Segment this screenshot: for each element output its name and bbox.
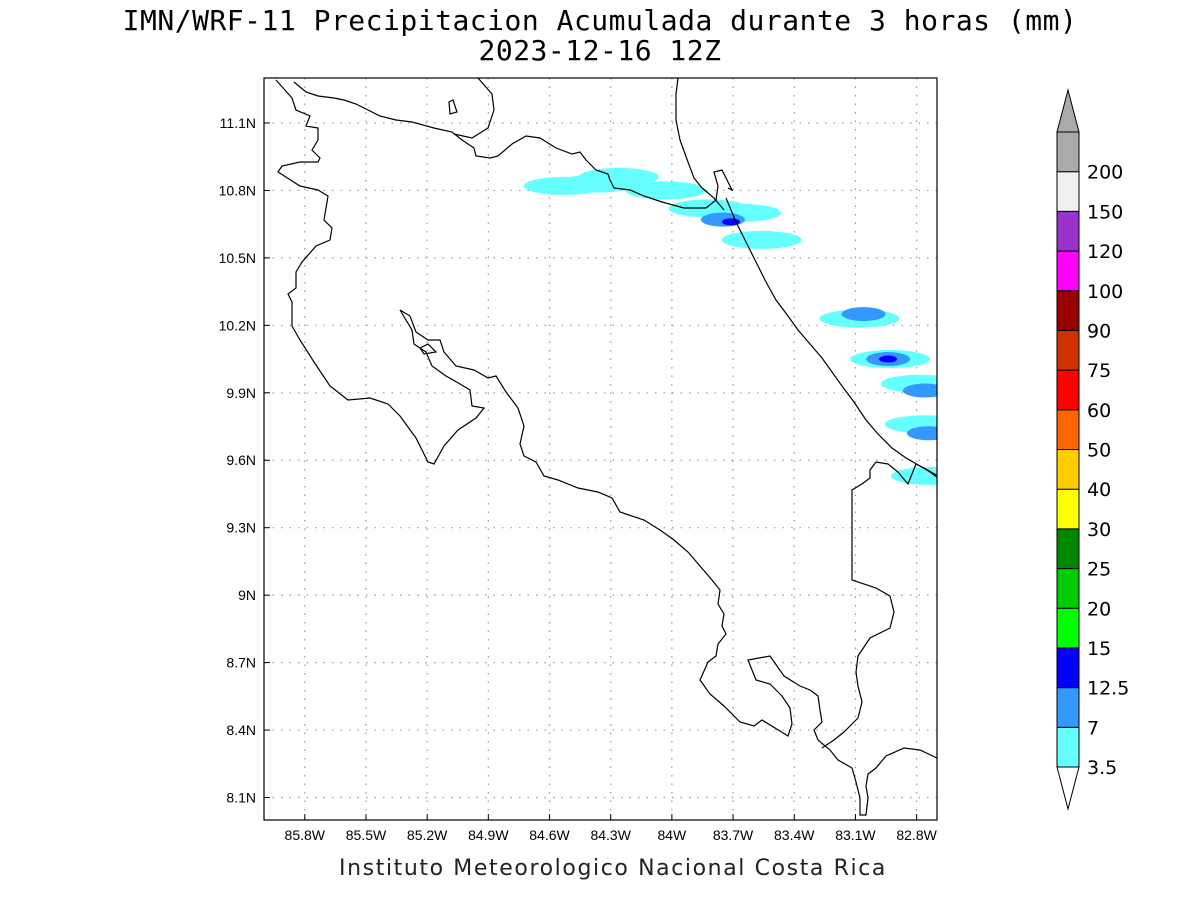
colorbar-label: 120 [1087, 241, 1123, 263]
lat-tick-label: 9N [238, 587, 256, 603]
lon-tick-label: 84.9W [468, 827, 509, 843]
caribbean-coast [725, 197, 937, 478]
colorbar-label: 40 [1087, 479, 1111, 501]
lat-tick-label: 11.1N [220, 115, 256, 131]
colorbar-swatch [1056, 409, 1080, 450]
precip-cell-3_5 [523, 176, 604, 195]
colorbar-label: 7 [1087, 717, 1099, 739]
colorbar-swatch [1056, 131, 1080, 173]
colorbar-label: 3.5 [1087, 757, 1117, 779]
lon-tick-label: 85.5W [346, 827, 387, 843]
coastline-caribbean [821, 461, 937, 749]
precip-cell-7 [902, 383, 937, 398]
lon-tick-label: 84W [657, 827, 687, 843]
footer-credit: Instituto Meteorologico Nacional Costa R… [339, 856, 887, 881]
coastline-north [275, 79, 937, 816]
lat-tick-label: 8.7N [226, 655, 256, 671]
precip-cell-7 [906, 426, 937, 441]
colorbar-swatch [1056, 171, 1080, 212]
colorbar-label: 12.5 [1087, 678, 1129, 700]
colorbar-swatch [1056, 369, 1080, 411]
colorbar-swatch [1056, 528, 1080, 570]
lat-tick-label: 8.1N [226, 790, 256, 806]
colorbar-over-arrow [1056, 88, 1080, 133]
precip-cell-12_5 [879, 355, 898, 363]
lat-tick-label: 10.8N [219, 182, 256, 198]
precip-cell-3_5 [625, 181, 706, 200]
lon-tick-label: 83.4W [774, 827, 815, 843]
colorbar-label: 30 [1087, 519, 1111, 541]
colorbar-label: 25 [1087, 559, 1111, 581]
lat-tick-label: 8.4N [226, 722, 256, 738]
lat-tick-label: 10.5N [219, 250, 256, 266]
lake-island [448, 99, 458, 115]
precip-cell-7 [700, 212, 745, 227]
lon-tick-label: 84.3W [590, 827, 631, 843]
precip-cell-3_5 [578, 167, 659, 186]
colorbar-under-arrow [1056, 766, 1080, 811]
precip-cell-3_5 [721, 230, 802, 249]
colorbar-label: 50 [1087, 440, 1111, 462]
colorbar-label: 100 [1087, 281, 1123, 303]
colorbar-swatch [1056, 290, 1080, 331]
coastline-layer [275, 78, 937, 816]
lake-nicaragua-shore [453, 78, 495, 139]
map-title-line1: IMN/WRF-11 Precipitacion Acumulada duran… [122, 4, 1078, 37]
lat-tick-label: 9.6N [226, 452, 256, 468]
nicaragua-coast [675, 78, 725, 211]
map-axes: 85.8W 85.5W 85.2W 84.9W 84.6W 84.3W 84W 83.7W 83… [219, 115, 938, 843]
precipitation-layer [523, 167, 937, 485]
lon-tick-label: 83.7W [713, 827, 754, 843]
colorbar-label: 60 [1087, 400, 1111, 422]
lon-tick-label: 83.1W [835, 827, 876, 843]
precip-cell-7 [841, 307, 886, 322]
colorbar-swatch [1056, 488, 1080, 530]
colorbar-label: 75 [1087, 360, 1111, 382]
colorbar-swatch [1056, 250, 1080, 292]
colorbar-label: 150 [1087, 201, 1123, 223]
colorbar-swatch [1056, 329, 1080, 371]
colorbar-label: 20 [1087, 598, 1111, 620]
lon-tick-label: 84.6W [529, 827, 570, 843]
colorbar-swatch [1056, 449, 1080, 490]
colorbar-swatch [1056, 726, 1080, 768]
colorbar: 3.5 7 12.5 15 20 25 30 40 50 60 75 90 100 120 150 200 [1056, 88, 1129, 811]
gulf-island [419, 343, 438, 355]
map-background [264, 78, 937, 820]
colorbar-swatch [1056, 210, 1080, 252]
colorbar-label: 200 [1087, 162, 1123, 184]
map-title-line2: 2023-12-16 12Z [478, 34, 722, 67]
lat-tick-label: 10.2N [219, 317, 256, 333]
colorbar-label: 90 [1087, 320, 1111, 342]
colorbar-swatch [1056, 687, 1080, 728]
colorbar-swatch [1056, 568, 1080, 609]
precip-cell-3_5 [890, 466, 937, 485]
colorbar-swatch [1056, 647, 1080, 689]
lon-tick-label: 85.2W [407, 827, 448, 843]
lon-tick-label: 82.8W [896, 827, 937, 843]
lon-tick-label: 85.8W [285, 827, 326, 843]
lat-tick-label: 9.3N [226, 520, 256, 536]
map-frame [263, 77, 938, 821]
colorbar-label: 15 [1087, 638, 1111, 660]
colorbar-swatch [1056, 607, 1080, 649]
lat-tick-label: 9.9N [226, 385, 256, 401]
nicaragua-border [293, 81, 734, 209]
